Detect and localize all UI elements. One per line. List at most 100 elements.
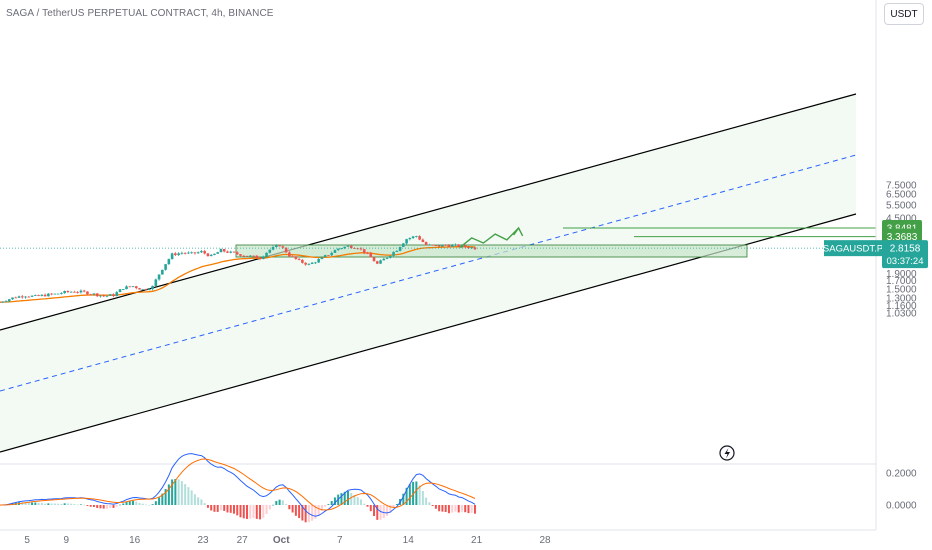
candle-body [40,294,44,296]
candle-body [317,259,320,263]
macd-histogram-bar [304,505,307,523]
candle [330,251,333,257]
candle [463,244,467,249]
macd-histogram-bar [405,487,408,505]
candle-body [327,255,330,256]
candle-body [112,294,115,297]
candle-body [304,262,307,265]
candle [203,249,206,255]
macd-histogram-bar [252,505,255,519]
candle-body [174,253,177,256]
macd-histogram-bar [96,505,99,508]
candle [134,285,138,290]
candle [379,259,382,264]
price-axis-tick: 5.5000 [886,200,917,211]
macd-histogram-bar [451,505,454,513]
candle [219,248,223,253]
candle [177,252,180,257]
chart-title: SAGA / TetherUS PERPETUAL CONTRACT, 4h, … [6,8,274,19]
candle-body [154,279,158,286]
macd-histogram-bar [444,505,447,512]
candle [193,252,197,255]
macd-histogram-bar [301,505,304,521]
macd-histogram-bar [125,501,128,505]
candle-body [418,236,421,240]
lightning-icon[interactable] [719,445,735,461]
macd-histogram-bar [311,505,314,521]
candle-body [291,256,294,258]
candle [47,292,50,297]
candle [421,238,425,243]
candle-body [105,295,109,297]
candle [180,251,184,255]
candle-body [450,244,454,247]
candle [17,295,21,299]
macd-histogram-bar [236,505,239,516]
candle [408,237,412,241]
macd-histogram-bar [464,505,467,513]
candle [222,248,226,253]
macd-histogram-bar [421,491,424,505]
candle-body [268,249,272,253]
currency-button[interactable]: USDT [884,3,924,25]
time-axis[interactable]: 5 9 16 23 27 Oct 7 14 21 28 [0,529,876,546]
candle [69,291,73,293]
candle [82,289,86,293]
macd-histogram-bar [122,503,125,505]
candle [60,292,63,295]
candle [447,244,451,248]
candle-body [180,252,184,254]
candle [366,251,369,255]
macd-histogram-bar [291,505,294,513]
macd-histogram-bar [115,505,118,507]
candle [340,247,343,250]
macd-histogram-bar [226,505,229,513]
candle-body [434,245,438,247]
candle-body [356,248,360,250]
candle [53,293,57,295]
macd-histogram-bar [34,502,37,505]
macd-histogram-bar [359,499,362,505]
candle-body [24,296,27,298]
candle [405,238,408,245]
candle [385,257,389,260]
macd-histogram-bar [369,505,372,512]
lightning-icon-bolt [724,448,730,459]
candle-body [7,299,11,302]
candle [118,289,122,293]
macd-histogram-bar [73,504,76,505]
candle [323,254,327,258]
candle [268,249,272,254]
candle [288,251,291,258]
candle-body [144,289,148,291]
macd-histogram-bar [70,503,73,505]
candle [434,245,438,247]
macd-tick-top: 0.2000 [886,469,917,480]
candle-body [34,295,37,296]
macd-histogram-bar [392,505,395,508]
candle-body [278,245,281,247]
macd-histogram-bar [340,493,343,505]
macd-histogram-bar [324,505,327,507]
candle-body [196,252,200,254]
candle [79,289,83,294]
candle-body [258,258,262,259]
candle [50,293,53,296]
candle-body [245,255,249,257]
macd-histogram-bar [294,505,297,516]
macd-histogram-bar [53,503,56,505]
candle-body [222,249,226,252]
price-axis-tick: 1.9000 [886,269,917,280]
macd-histogram-bar [229,505,232,513]
price-tag-resistance: 3.3683 [887,232,918,243]
candle-body [362,249,366,254]
macd-histogram-bar [83,504,86,506]
macd-histogram-bar [327,504,330,505]
candle [372,256,376,262]
candle [389,255,392,259]
candle [398,246,402,252]
macd-histogram-bar [44,503,47,505]
candle [206,252,210,257]
